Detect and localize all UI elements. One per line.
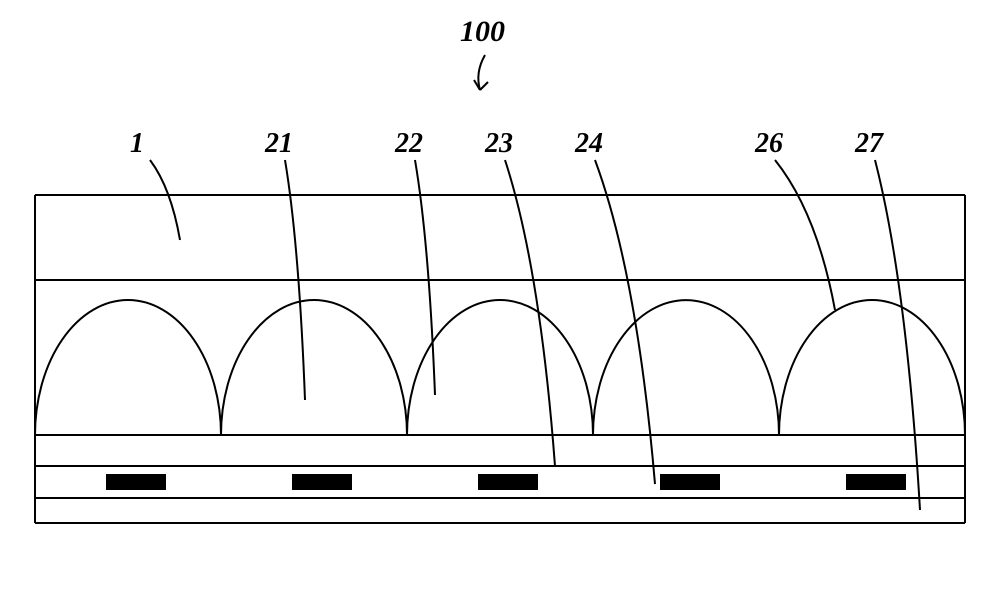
reference-label-27: 27	[855, 128, 883, 160]
reference-label-22: 22	[395, 128, 423, 160]
reference-label-26: 26	[755, 128, 783, 160]
reference-label-21: 21	[265, 128, 293, 160]
reference-label-1: 1	[130, 128, 144, 160]
main-reference-label: 100	[460, 15, 505, 49]
reference-label-23: 23	[485, 128, 513, 160]
reference-label-24: 24	[575, 128, 603, 160]
cross-section-diagram	[0, 0, 1000, 593]
